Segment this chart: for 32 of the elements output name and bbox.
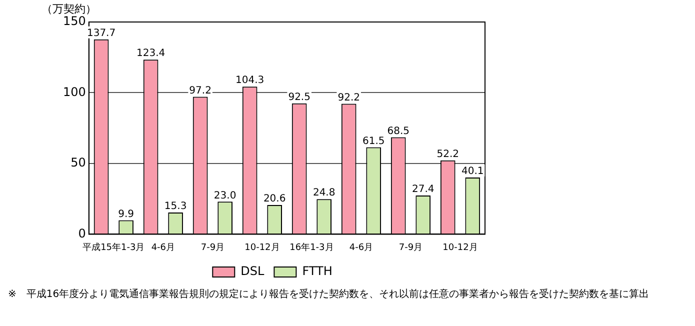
x-tick-label: 10-12月	[244, 242, 280, 253]
x-tick-label: 4-6月	[349, 242, 374, 253]
data-label: 40.1	[461, 166, 484, 178]
y-tick-label: 150	[63, 14, 86, 28]
x-tick-label: 10-12月	[442, 242, 478, 253]
x-tick-label: 平成15年1-3月	[82, 242, 145, 253]
y-axis-title: （万契約）	[41, 2, 96, 16]
data-label: 68.5	[387, 126, 410, 137]
y-tick-label: 0	[78, 226, 86, 240]
data-label: 104.3	[236, 75, 264, 86]
y-tick-label: 50	[70, 156, 86, 170]
data-label: 123.4	[136, 48, 166, 60]
legend-label: FTTH	[302, 264, 332, 278]
legend-label: DSL	[240, 264, 265, 278]
data-label: 9.9	[118, 208, 134, 220]
data-label: 97.2	[189, 85, 212, 96]
data-label: 20.6	[263, 194, 286, 205]
data-label: 92.2	[338, 92, 360, 104]
data-label: 23.0	[214, 190, 236, 202]
text: ※ 平成16年度分より電気通信事業報告規則の規定により報告を受けた契約数を、それ以前は任意の事業者から報告を受けた契約数を基に算出	[7, 288, 650, 301]
x-tick-label: 16年1-3月	[290, 242, 334, 253]
x-tick-label: 4-6月	[151, 242, 176, 253]
data-label: 15.3	[164, 201, 187, 212]
y-tick-label: 100	[63, 84, 86, 99]
data-label: 61.5	[362, 136, 385, 147]
data-label: 137.7	[86, 28, 116, 39]
data-label: 27.4	[412, 184, 434, 196]
data-label: 92.5	[288, 92, 310, 103]
x-tick-label: 7-9月	[398, 242, 423, 253]
x-tick-label: 7-9月	[200, 242, 225, 253]
data-label: 24.8	[312, 188, 336, 199]
data-label: 52.2	[436, 148, 459, 160]
